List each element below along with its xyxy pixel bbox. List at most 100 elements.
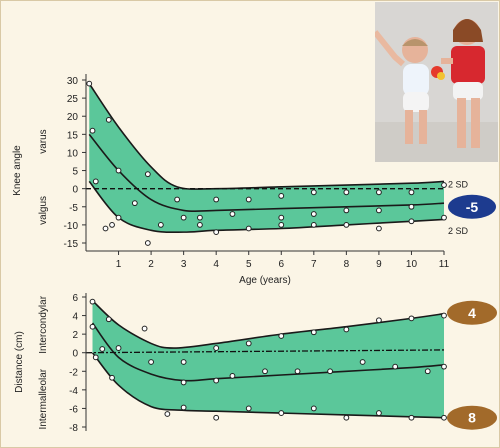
distance-data-point (441, 363, 447, 370)
distance-data-point (148, 359, 154, 365)
knee-y-tick-label: -15 (64, 239, 79, 250)
knee-data-point (213, 196, 220, 203)
distance-data-point (180, 379, 187, 386)
distance-data-point (359, 359, 366, 365)
knee-data-point (102, 225, 109, 232)
distance-data-point (115, 345, 122, 351)
knee-data-point (86, 80, 93, 87)
distance-y-tick-label: -6 (69, 404, 78, 415)
distance-data-point (109, 374, 115, 381)
knee-y-tick-label: 25 (67, 94, 79, 105)
knee-y-tick-label: 0 (72, 185, 78, 196)
distance-y-tick-label: 6 (72, 293, 78, 304)
knee-x-tick-label: 2 (148, 259, 154, 270)
distance-data-point (327, 368, 333, 375)
knee-band-label-upper: 2 SD (448, 180, 469, 190)
distance-data-point (213, 377, 220, 384)
knee-data-point (343, 221, 350, 228)
knee-data-point (115, 167, 122, 174)
knee-x-tick-label: 6 (278, 259, 284, 270)
distance-y-tick-label: -2 (69, 367, 78, 378)
distance-data-point (343, 326, 350, 333)
knee-data-point (229, 211, 236, 217)
distance-data-point (213, 345, 220, 351)
knee-valgus-label: valgus (38, 196, 49, 225)
knee-x-tick-label: 9 (376, 259, 382, 270)
children-photo (372, 2, 498, 162)
distance-data-point (441, 312, 447, 319)
distance-y-tick-label: -8 (69, 423, 78, 434)
distance-chart: 6 4 2 0 -2 -4 -6 -8 Distance (cm) Intercondylar In… (14, 293, 497, 434)
knee-data-point (245, 225, 252, 232)
knee-data-point (213, 229, 220, 236)
distance-y-tick-label: 2 (72, 330, 78, 341)
knee-data-point (343, 207, 350, 214)
knee-y-tick-label: 10 (67, 148, 79, 159)
distance-data-point (262, 368, 268, 375)
distance-data-point (278, 410, 285, 416)
distance-data-point (245, 405, 252, 412)
distance-data-point (424, 368, 431, 375)
knee-x-tick-label: 7 (311, 259, 317, 270)
knee-data-point (376, 225, 382, 232)
distance-lower-line (91, 352, 445, 419)
knee-data-point (408, 189, 415, 196)
knee-data-point (408, 203, 415, 210)
knee-badge-value: -5 (466, 199, 479, 215)
knee-data-point (197, 214, 203, 221)
knee-data-point (408, 218, 415, 225)
distance-badge-upper (447, 300, 497, 325)
knee-data-point (245, 196, 252, 203)
distance-data-point (245, 340, 252, 347)
knee-data-point (310, 221, 317, 228)
knee-data-point (278, 214, 285, 221)
distance-data-point (408, 315, 415, 322)
knee-data-point (310, 211, 317, 217)
knee-band (89, 83, 444, 233)
knee-upper-line (88, 83, 445, 190)
distance-data-point (376, 317, 382, 324)
knee-data-point (144, 240, 151, 246)
distance-badge-upper-value: 4 (468, 305, 476, 321)
distance-data-point (89, 298, 96, 305)
knee-band-label-lower: 2 SD (448, 226, 469, 236)
knee-y-tick-label: -10 (64, 221, 79, 232)
knee-data-point (89, 127, 96, 134)
distance-data-point (294, 368, 301, 375)
knee-x-tick-label: 4 (213, 259, 219, 270)
distance-data-point (141, 325, 148, 332)
distance-y-tick-label: 0 (72, 349, 78, 360)
distance-data-point (180, 404, 187, 411)
knee-varus-label: varus (38, 129, 49, 153)
distance-data-point (99, 346, 106, 352)
distance-data-point (392, 363, 399, 370)
knee-lower-line (88, 180, 445, 233)
distance-data-point (213, 414, 220, 421)
knee-y-tick-label: 15 (67, 130, 79, 141)
distance-band (92, 300, 444, 418)
knee-y-tick-label: -5 (69, 203, 78, 214)
knee-data-point (278, 193, 285, 199)
distance-data-point (278, 333, 285, 339)
distance-y-axis-label: Distance (cm) (14, 331, 25, 393)
knee-data-point (105, 116, 112, 123)
knee-data-point (109, 221, 115, 228)
knee-data-point (310, 189, 317, 196)
knee-y-tick-label: 30 (67, 76, 79, 87)
knee-data-point (376, 189, 382, 196)
distance-intermalleolar-label: Intermalleolar (38, 368, 49, 429)
knee-x-tick-label: 11 (439, 259, 450, 270)
knee-data-point (180, 214, 187, 221)
knee-x-tick-label: 3 (181, 259, 187, 270)
knee-data-point (441, 182, 447, 188)
knee-data-point (144, 171, 151, 178)
knee-x-tick-label: 1 (116, 259, 122, 270)
knee-angle-chart: 30 25 20 15 10 5 0 -5 -10 -15 1 2 3 4 5 6 7 8 9 10 11 Knee an… (12, 74, 496, 286)
knee-data-point (278, 221, 285, 228)
knee-data-point (376, 207, 382, 214)
distance-y-tick-label: 4 (72, 312, 78, 323)
knee-data-point (115, 214, 122, 221)
knee-data-point (157, 221, 164, 228)
distance-badge-lower (447, 405, 497, 430)
knee-data-point (92, 178, 99, 185)
